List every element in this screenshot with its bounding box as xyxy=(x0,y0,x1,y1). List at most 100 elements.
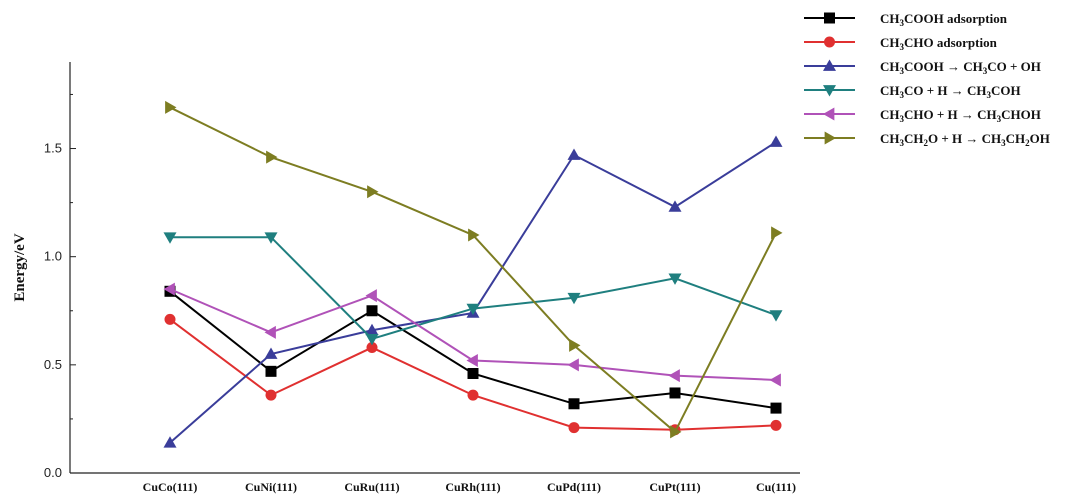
data-point xyxy=(670,425,682,439)
series-line xyxy=(169,106,777,434)
series-group xyxy=(163,282,781,387)
data-point xyxy=(567,292,581,305)
x-axis-labels: CuCo(111) CuNi(111) CuRu(111) CuRh(111) CuPd… xyxy=(143,480,796,494)
legend-text-part: CH xyxy=(880,131,900,146)
legend-item: CH3CHO + H → CH3CHOH xyxy=(804,107,1041,124)
x-tick-label: CuRu(111) xyxy=(344,480,399,494)
data-point xyxy=(163,436,177,448)
data-point xyxy=(367,185,379,199)
legend-text-part: O + H → CH xyxy=(928,131,1001,146)
data-point xyxy=(163,282,175,296)
legend-text-part: CH xyxy=(880,107,900,122)
data-point xyxy=(266,150,278,164)
data-point xyxy=(771,226,783,240)
data-point xyxy=(769,373,781,387)
data-point xyxy=(466,354,478,368)
legend-text-part: CHOH xyxy=(1001,107,1041,122)
legend-text-part: CO + H → CH xyxy=(904,83,987,98)
data-point xyxy=(567,148,581,160)
legend-marker xyxy=(823,107,835,121)
series-line xyxy=(169,288,777,381)
legend-subscript: 3 xyxy=(987,90,992,100)
data-point xyxy=(467,367,479,379)
chart-axes xyxy=(69,62,800,474)
legend-subscript: 3 xyxy=(900,66,905,76)
series-group xyxy=(163,135,783,448)
x-tick-label: CuNi(111) xyxy=(245,480,297,494)
legend-subscript: 3 xyxy=(900,18,905,28)
legend-marker xyxy=(824,36,835,48)
data-point xyxy=(770,402,782,414)
legend-subscript: 3 xyxy=(900,42,905,52)
y-tick-label: 0.5 xyxy=(44,357,62,372)
legend-item: CH3CH2O + H → CH3CH2OH xyxy=(804,131,1050,148)
y-axis-ticks: 0.0 0.5 1.0 1.5 xyxy=(44,93,76,480)
data-point xyxy=(468,228,480,242)
data-point xyxy=(668,273,682,285)
legend-subscript: 3 xyxy=(900,114,905,124)
legend-subscript: 3 xyxy=(900,90,905,100)
legend-text-part: CH xyxy=(904,131,924,146)
data-point xyxy=(264,232,278,244)
data-point xyxy=(366,305,378,317)
legend-text-part: CH xyxy=(1006,131,1026,146)
legend-marker xyxy=(824,131,836,145)
chart-series xyxy=(163,100,783,448)
x-tick-label: CuRh(111) xyxy=(445,480,500,494)
legend-text-part: COOH → CH xyxy=(904,59,983,74)
legend-text-part: CH xyxy=(880,83,900,98)
legend-text-part: CH xyxy=(880,35,900,50)
data-point xyxy=(365,289,377,303)
data-point xyxy=(568,422,580,434)
legend-item: CH3COOH adsorption xyxy=(804,11,1008,28)
legend-item: CH3CO + H → CH3COH xyxy=(804,83,1021,100)
legend-text-part: CHO adsorption xyxy=(904,35,998,50)
legend-label: CH3CHO + H → CH3CHOH xyxy=(880,107,1041,124)
x-tick-label: CuPt(111) xyxy=(649,480,700,494)
data-point xyxy=(264,325,276,339)
data-point xyxy=(769,310,783,322)
legend-subscript: 3 xyxy=(1001,138,1006,148)
legend-text-part: CO + OH xyxy=(987,59,1041,74)
legend-label: CH3COOH adsorption xyxy=(880,11,1008,28)
data-point xyxy=(567,358,579,372)
data-point xyxy=(467,389,479,401)
legend-label: CH3CHO adsorption xyxy=(880,35,998,52)
legend-label: CH3CH2O + H → CH3CH2OH xyxy=(880,131,1050,148)
legend-subscript: 3 xyxy=(983,66,988,76)
legend-text-part: COH xyxy=(991,83,1021,98)
data-point xyxy=(366,342,378,354)
legend-marker xyxy=(824,12,835,24)
legend-text-part: CHO + H → CH xyxy=(904,107,997,122)
series-group xyxy=(163,232,783,346)
data-point xyxy=(163,232,177,244)
legend-subscript: 3 xyxy=(900,138,905,148)
data-point xyxy=(265,365,277,377)
data-point xyxy=(669,387,681,399)
legend-text-part: COOH adsorption xyxy=(904,11,1008,26)
data-point xyxy=(668,200,682,212)
x-tick-label: CuPd(111) xyxy=(547,480,601,494)
data-point xyxy=(165,100,177,114)
x-tick-label: Cu(111) xyxy=(756,480,796,494)
legend-marker xyxy=(823,59,836,71)
data-point xyxy=(668,369,680,383)
legend-text-part: CH xyxy=(880,11,900,26)
legend-marker xyxy=(823,85,836,97)
y-tick-label: 1.5 xyxy=(44,141,62,156)
data-point xyxy=(568,398,580,410)
data-point xyxy=(365,334,379,346)
legend-text-part: OH xyxy=(1030,131,1050,146)
legend-text-part: CH xyxy=(880,59,900,74)
data-point xyxy=(164,313,176,325)
legend-item: CH3COOH → CH3CO + OH xyxy=(804,59,1041,76)
data-point xyxy=(769,135,783,147)
series-group xyxy=(165,100,783,439)
legend-label: CH3CO + H → CH3COH xyxy=(880,83,1021,100)
legend-subscript: 3 xyxy=(997,114,1002,124)
x-tick-label: CuCo(111) xyxy=(143,480,198,494)
y-axis-title: Energy/eV xyxy=(12,233,28,301)
legend-label: CH3COOH → CH3CO + OH xyxy=(880,59,1041,76)
data-point xyxy=(770,419,782,431)
